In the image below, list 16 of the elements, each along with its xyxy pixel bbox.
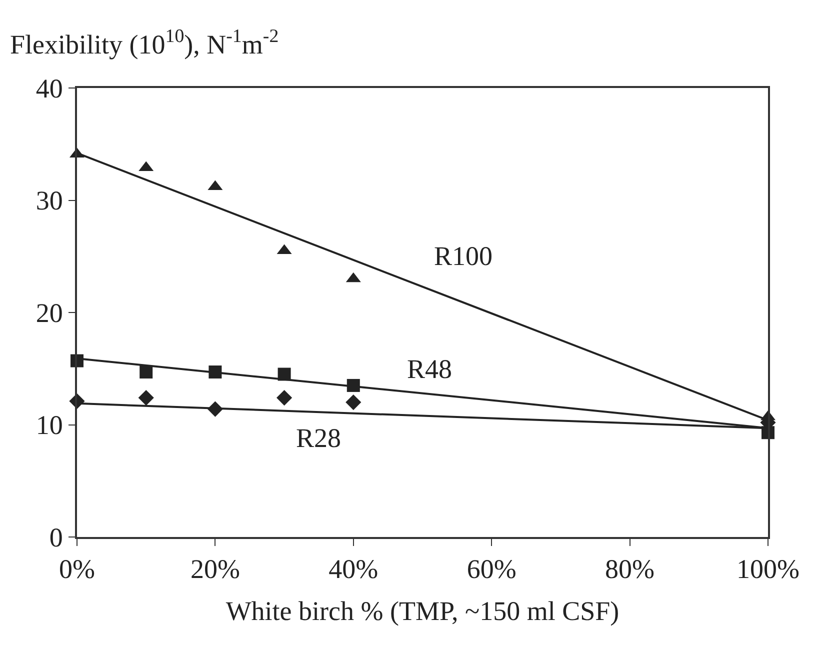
x-tick-label: 80% — [605, 554, 655, 584]
x-tick-label: 0% — [59, 554, 95, 584]
x-tick-label: 20% — [190, 554, 240, 584]
x-tick-label: 100% — [736, 554, 800, 584]
series-label: R28 — [296, 423, 342, 453]
y-axis-title: Flexibility (10$^{10}$), N$^{-1}$m$^{-2}$ — [10, 26, 279, 60]
x-axis-title: White birch % (TMP, ~150 ml CSF) — [226, 596, 620, 626]
text: R100 — [434, 241, 493, 271]
y-tick-label: 10 — [36, 410, 63, 440]
y-tick-label: 30 — [36, 186, 63, 216]
series-label: R48 — [407, 354, 452, 384]
x-tick-label: 40% — [328, 554, 378, 584]
y-tick-label: 20 — [36, 298, 63, 328]
y-tick-label: 40 — [36, 73, 63, 104]
y-tick-label: 0 — [49, 522, 63, 552]
x-tick-label: 60% — [466, 554, 516, 584]
